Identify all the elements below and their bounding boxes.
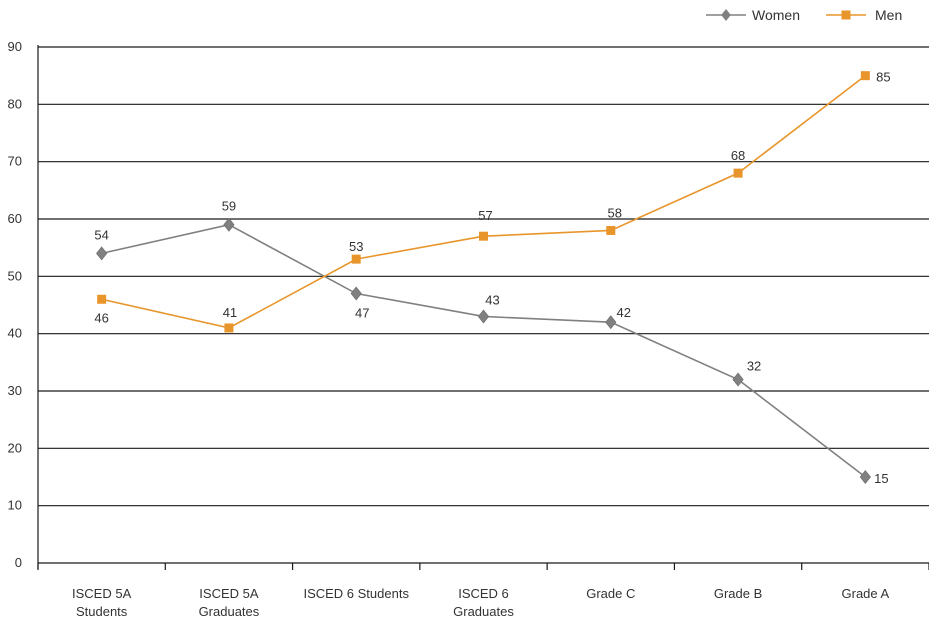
x-tick-label-line: Grade C bbox=[586, 586, 635, 601]
gridlines bbox=[38, 46, 929, 507]
legend: Women Men bbox=[706, 7, 902, 23]
point-women bbox=[605, 315, 617, 330]
data-label-women: 47 bbox=[355, 306, 369, 321]
point-men bbox=[97, 294, 107, 304]
y-tick-label: 0 bbox=[15, 555, 22, 570]
point-men bbox=[606, 225, 616, 235]
x-tick-label: Grade B bbox=[714, 586, 762, 601]
x-tick-label-line: Graduates bbox=[453, 604, 514, 619]
data-label-women: 43 bbox=[485, 292, 499, 307]
x-tick-label-line: Grade A bbox=[842, 586, 890, 601]
legend-marker-women bbox=[721, 9, 731, 21]
data-label-men: 46 bbox=[94, 310, 108, 325]
y-axis-ticks: 0 10 20 30 40 50 60 70 80 90 bbox=[8, 39, 22, 570]
y-tick-label: 50 bbox=[8, 268, 22, 283]
x-tick-label: Grade A bbox=[842, 586, 890, 601]
series-line-men bbox=[101, 75, 866, 329]
point-men bbox=[733, 168, 743, 178]
x-tick-label-line: ISCED 6 bbox=[458, 586, 509, 601]
data-label-men: 53 bbox=[349, 239, 363, 254]
x-tick-label: ISCED 5A Students bbox=[72, 586, 132, 619]
x-tick-label-line: ISCED 5A bbox=[199, 586, 259, 601]
x-tick-label: ISCED 6 Graduates bbox=[453, 586, 514, 619]
x-tick-label-line: ISCED 6 Students bbox=[303, 586, 409, 601]
data-label-women: 59 bbox=[222, 199, 236, 214]
data-label-women: 42 bbox=[617, 305, 631, 320]
x-tick-label-line: Grade B bbox=[714, 586, 762, 601]
data-label-men: 68 bbox=[731, 148, 745, 163]
point-women bbox=[859, 470, 871, 484]
data-label-men: 41 bbox=[223, 305, 237, 320]
legend-label-women: Women bbox=[752, 7, 800, 23]
series-line-women bbox=[101, 223, 866, 478]
x-tick-label-line: Graduates bbox=[199, 604, 260, 619]
data-label-men: 85 bbox=[876, 70, 890, 85]
y-tick-label: 10 bbox=[8, 498, 22, 513]
y-tick-label: 40 bbox=[8, 326, 22, 341]
point-women bbox=[96, 246, 108, 261]
point-men bbox=[351, 254, 361, 264]
point-men bbox=[224, 323, 234, 333]
data-label-men: 57 bbox=[478, 208, 492, 223]
y-tick-label: 80 bbox=[8, 96, 22, 111]
data-label-women: 15 bbox=[874, 471, 888, 486]
point-women bbox=[732, 372, 744, 387]
x-tick-label-line: Students bbox=[76, 604, 128, 619]
x-tick-label-line: ISCED 5A bbox=[72, 586, 132, 601]
legend-label-men: Men bbox=[875, 7, 902, 23]
data-label-women: 54 bbox=[94, 227, 108, 242]
point-men bbox=[479, 231, 488, 241]
x-tick-label: ISCED 6 Students bbox=[303, 586, 409, 601]
data-label-women: 32 bbox=[747, 359, 761, 374]
y-tick-label: 70 bbox=[8, 154, 22, 169]
y-tick-label: 20 bbox=[8, 440, 22, 455]
y-tick-label: 30 bbox=[8, 383, 22, 398]
point-women bbox=[223, 217, 235, 232]
x-tick-label: ISCED 5A Graduates bbox=[199, 586, 260, 619]
point-women bbox=[350, 286, 362, 301]
point-women bbox=[477, 309, 490, 324]
y-tick-label: 60 bbox=[8, 211, 22, 226]
axes bbox=[37, 45, 929, 570]
legend-marker-men bbox=[841, 10, 851, 20]
y-tick-label: 90 bbox=[8, 39, 22, 54]
series-layer bbox=[96, 71, 871, 484]
data-labels: 54 59 47 43 42 32 15 46 41 53 57 58 68 85 bbox=[94, 70, 890, 486]
x-tick-label: Grade C bbox=[586, 586, 635, 601]
point-men bbox=[860, 71, 870, 81]
data-label-men: 58 bbox=[608, 205, 622, 220]
